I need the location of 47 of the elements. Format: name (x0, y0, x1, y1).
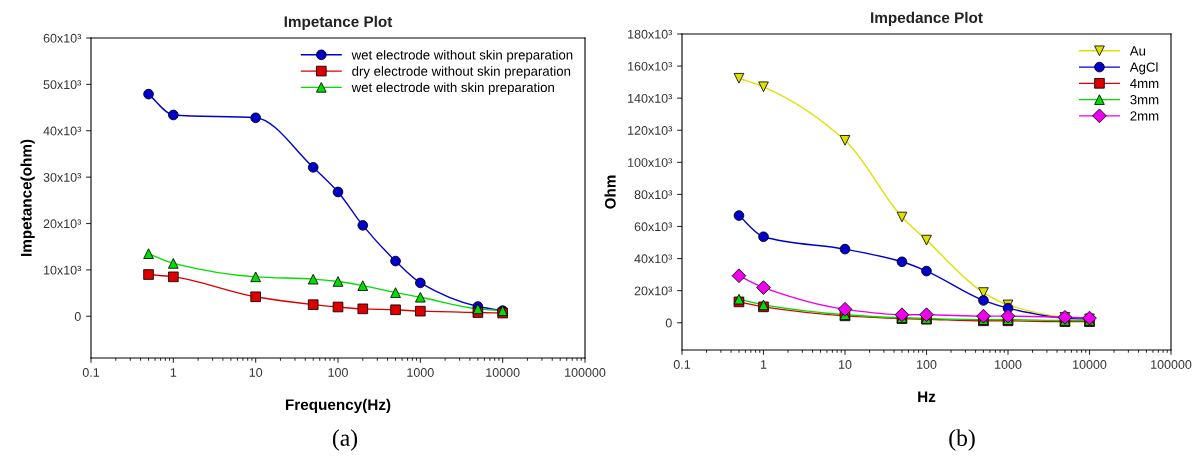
x-tick-label: 1 (170, 368, 177, 377)
x-tick-label: 0.1 (82, 368, 100, 377)
legend-label: AgCl (1129, 62, 1158, 75)
text: (b) (949, 429, 975, 451)
y-tick-label: 60x10³ (43, 33, 82, 43)
y-tick-label: 20x10³ (634, 286, 673, 296)
x-tick-label: 100 (917, 360, 937, 369)
legend-label: wet electrode with skin preparation (351, 82, 554, 95)
x-tick-label: 100000 (1151, 360, 1192, 369)
chart-title: Impetance Plot (284, 15, 393, 31)
y-tick-label: 30x10³ (43, 172, 82, 182)
x-axis-title: Hz (918, 391, 936, 402)
legend-label: 3mm (1130, 95, 1159, 105)
legend-label: 4mm (1130, 78, 1159, 88)
y-tick-label: 0 (74, 312, 81, 321)
y-tick-label: 0 (665, 318, 672, 328)
x-tick-label: 100000 (565, 368, 606, 377)
y-tick-label: 100x10³ (628, 158, 673, 167)
y-tick-label: 50x10³ (43, 80, 82, 90)
x-tick-label: 1 (760, 360, 767, 369)
y-tick-label: 80x10³ (634, 190, 673, 200)
x-tick-label: 10 (249, 368, 263, 377)
y-tick-label: 160x10³ (628, 61, 673, 71)
y-tick-label: 10x10³ (44, 265, 82, 275)
legend-label: wet electrode without skin preparation (351, 49, 573, 63)
legend-label: Au (1129, 46, 1146, 56)
x-tick-label: 1000 (995, 360, 1022, 369)
x-tick-label: 100 (328, 368, 348, 377)
x-tick-label: 10 (839, 360, 852, 369)
legend-label: dry electrode without skin preparation (352, 66, 571, 79)
y-axis-title: Impetance(ohm) (20, 139, 35, 256)
x-tick-label: 10000 (486, 368, 520, 377)
legend-label: 2mm (1130, 111, 1159, 121)
x-tick-label: 0.1 (673, 360, 691, 369)
y-axis-title: Ohm (604, 175, 616, 209)
y-tick-label: 60x10³ (634, 222, 673, 232)
chart-title: Impedance Plot (871, 11, 983, 27)
x-axis-title: Frequency(Hz) (285, 398, 391, 414)
y-tick-label: 20x10³ (43, 219, 82, 229)
x-tick-label: 10000 (1073, 360, 1107, 369)
y-tick-label: 140x10³ (628, 93, 673, 103)
y-tick-label: 40x10³ (43, 126, 82, 136)
y-tick-label: 40x10³ (634, 254, 673, 264)
text: (a) (332, 429, 358, 451)
y-tick-label: 180x10³ (628, 29, 673, 39)
x-tick-label: 1000 (407, 368, 434, 377)
y-tick-label: 120x10³ (628, 126, 673, 135)
